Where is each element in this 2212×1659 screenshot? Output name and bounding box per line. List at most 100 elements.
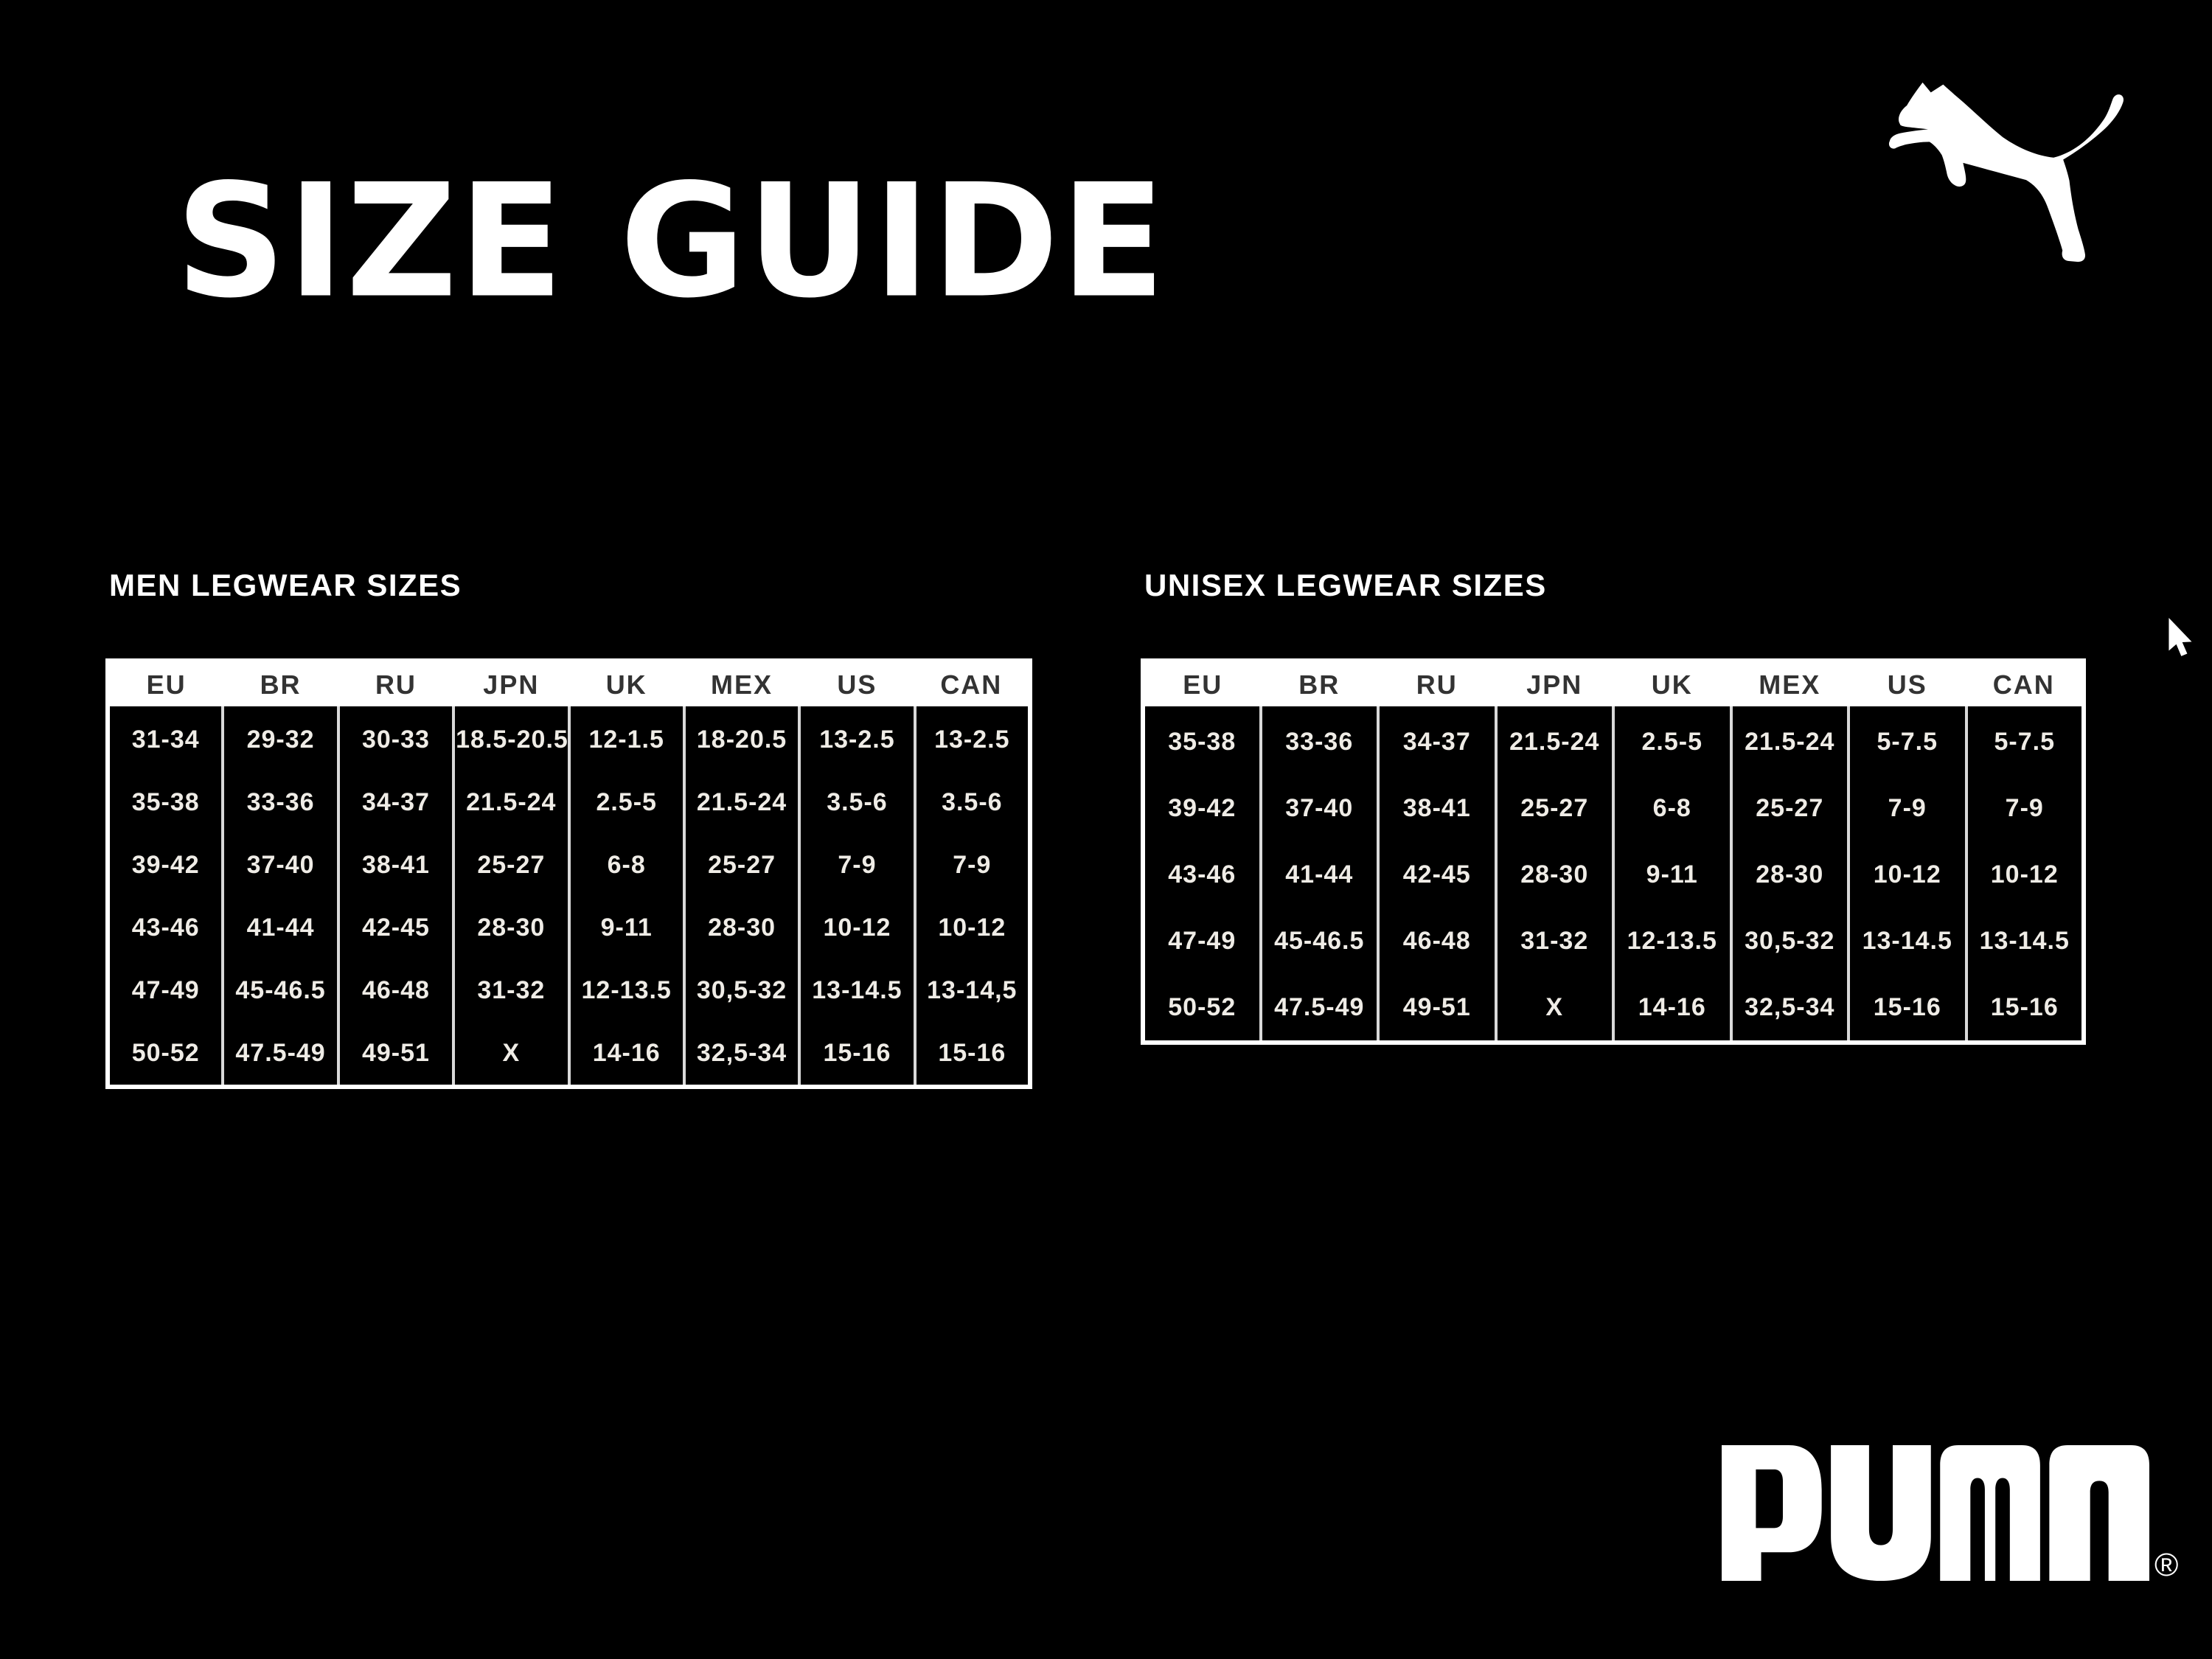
size-cell: 10-12	[913, 897, 1030, 959]
size-cell: X	[1494, 974, 1613, 1043]
column-header-jpn: JPN	[1495, 661, 1613, 709]
puma-cat-logo-icon	[1888, 82, 2124, 262]
size-cell: 35-38	[1168, 727, 1237, 756]
size-cell: 37-40	[1259, 775, 1378, 841]
size-cell: 10-12	[1964, 841, 2084, 908]
size-cell: 14-16	[567, 1022, 684, 1087]
size-cell: 31-32	[1494, 908, 1613, 974]
size-cell: 5-7.5	[1847, 707, 1966, 775]
size-cell: 15-16	[1964, 974, 2084, 1043]
size-cell: 41-44	[221, 897, 338, 959]
size-cell: 45-46.5	[1259, 908, 1378, 974]
size-cell: 49-51	[336, 1022, 454, 1087]
size-cell: 15-16	[913, 1022, 1030, 1087]
column-header-can: CAN	[914, 661, 1030, 709]
size-cell: 39-42	[1168, 793, 1237, 822]
table-row: 39-42 37-40 38-41 25-27 6-8 25-27 7-9 7-9	[108, 834, 1030, 897]
size-cell: 32,5-34	[682, 1022, 800, 1087]
size-cell: 9-11	[567, 897, 684, 959]
column-header-eu: EU	[108, 661, 223, 709]
size-cell: 50-52	[1168, 992, 1237, 1021]
column-header-uk: UK	[1613, 661, 1731, 709]
size-cell: 2.5-5	[567, 771, 684, 834]
size-cell: 15-16	[798, 1022, 915, 1087]
size-cell: 35-38	[131, 788, 200, 816]
size-cell: 12-13.5	[1612, 908, 1731, 974]
table-row: 39-42 37-40 38-41 25-27 6-8 25-27 7-9 7-9	[1143, 775, 2084, 841]
size-cell: 21.5-24	[1494, 707, 1613, 775]
page-title: SIZE GUIDE	[175, 150, 1167, 333]
size-cell: 31-34	[131, 726, 200, 754]
size-cell: 13-14.5	[1847, 908, 1966, 974]
size-cell: 49-51	[1377, 974, 1496, 1043]
size-cell: 14-16	[1612, 974, 1731, 1043]
unisex-legwear-section-title: UNISEX LEGWEAR SIZES	[1144, 568, 1547, 602]
column-header-ru: RU	[1378, 661, 1496, 709]
column-header-eu: EU	[1143, 661, 1261, 709]
table-row: 50-52 47.5-49 49-51 X 14-16 32,5-34 15-16 15-16	[1143, 974, 2084, 1043]
size-cell: 33-36	[221, 771, 338, 834]
table-row: 35-38 33-36 34-37 21.5-24 2.5-5 21.5-24 3.5-6 3…	[108, 771, 1030, 834]
size-cell: 34-37	[336, 771, 454, 834]
registered-trademark-symbol: ®	[2154, 1547, 2179, 1583]
men-legwear-section-title: MEN LEGWEAR SIZES	[109, 568, 462, 602]
column-header-us: US	[799, 661, 915, 709]
column-header-uk: UK	[568, 661, 684, 709]
size-cell: 34-37	[1377, 707, 1496, 775]
table-row: 43-46 41-44 42-45 28-30 9-11 28-30 10-12 10-12	[1143, 841, 2084, 908]
size-cell: 41-44	[1259, 841, 1378, 908]
size-cell: 43-46	[1168, 860, 1237, 888]
size-cell: 18-20.5	[682, 707, 800, 771]
table-row: 47-49 45-46.5 46-48 31-32 12-13.5 30,5-32 13-1…	[108, 959, 1030, 1022]
column-header-ru: RU	[338, 661, 454, 709]
size-cell: 30,5-32	[682, 959, 800, 1022]
size-cell: 6-8	[1612, 775, 1731, 841]
size-cell: 21.5-24	[452, 771, 569, 834]
size-cell: 42-45	[1377, 841, 1496, 908]
men-legwear-size-table: EU BR RU JPN UK MEX US CAN 31-34 29-32 30-33 18.5-2…	[105, 658, 1032, 1089]
column-header-br: BR	[223, 661, 338, 709]
size-cell: 37-40	[221, 834, 338, 897]
size-cell: X	[452, 1022, 569, 1087]
size-cell: 7-9	[913, 834, 1030, 897]
size-cell: 25-27	[682, 834, 800, 897]
size-cell: 13-2.5	[798, 707, 915, 771]
size-cell: 7-9	[1964, 775, 2084, 841]
size-cell: 28-30	[1729, 841, 1848, 908]
column-header-jpn: JPN	[453, 661, 569, 709]
size-cell: 25-27	[1494, 775, 1613, 841]
size-cell: 47-49	[131, 976, 200, 1004]
table-header-row: EU BR RU JPN UK MEX US CAN	[108, 661, 1030, 709]
size-cell: 28-30	[682, 897, 800, 959]
size-cell: 7-9	[798, 834, 915, 897]
table-header-row: EU BR RU JPN UK MEX US CAN	[1143, 661, 2084, 709]
size-cell: 38-41	[1377, 775, 1496, 841]
size-cell: 30-33	[336, 707, 454, 771]
size-cell: 38-41	[336, 834, 454, 897]
size-cell: 28-30	[452, 897, 569, 959]
table-row: 31-34 29-32 30-33 18.5-20.5 12-1.5 18-20.5 13-…	[108, 707, 1030, 771]
size-cell: 31-32	[452, 959, 569, 1022]
size-cell: 46-48	[1377, 908, 1496, 974]
table-row: 35-38 33-36 34-37 21.5-24 2.5-5 21.5-24 5-7.5 5…	[1143, 707, 2084, 775]
mouse-cursor-icon	[2168, 618, 2192, 656]
size-cell: 46-48	[336, 959, 454, 1022]
size-cell: 30,5-32	[1729, 908, 1848, 974]
column-header-mex: MEX	[684, 661, 800, 709]
size-cell: 28-30	[1494, 841, 1613, 908]
size-cell: 5-7.5	[1964, 707, 2084, 775]
size-cell: 9-11	[1612, 841, 1731, 908]
column-header-br: BR	[1260, 661, 1378, 709]
size-cell: 47.5-49	[1259, 974, 1378, 1043]
size-cell: 32,5-34	[1729, 974, 1848, 1043]
column-header-us: US	[1848, 661, 1966, 709]
size-cell: 3.5-6	[798, 771, 915, 834]
size-cell: 45-46.5	[221, 959, 338, 1022]
size-cell: 25-27	[452, 834, 569, 897]
table-row: 43-46 41-44 42-45 28-30 9-11 28-30 10-12 10-12	[108, 897, 1030, 959]
size-cell: 18.5-20.5	[452, 707, 569, 771]
size-cell: 42-45	[336, 897, 454, 959]
size-cell: 13-14,5	[913, 959, 1030, 1022]
column-header-mex: MEX	[1731, 661, 1848, 709]
